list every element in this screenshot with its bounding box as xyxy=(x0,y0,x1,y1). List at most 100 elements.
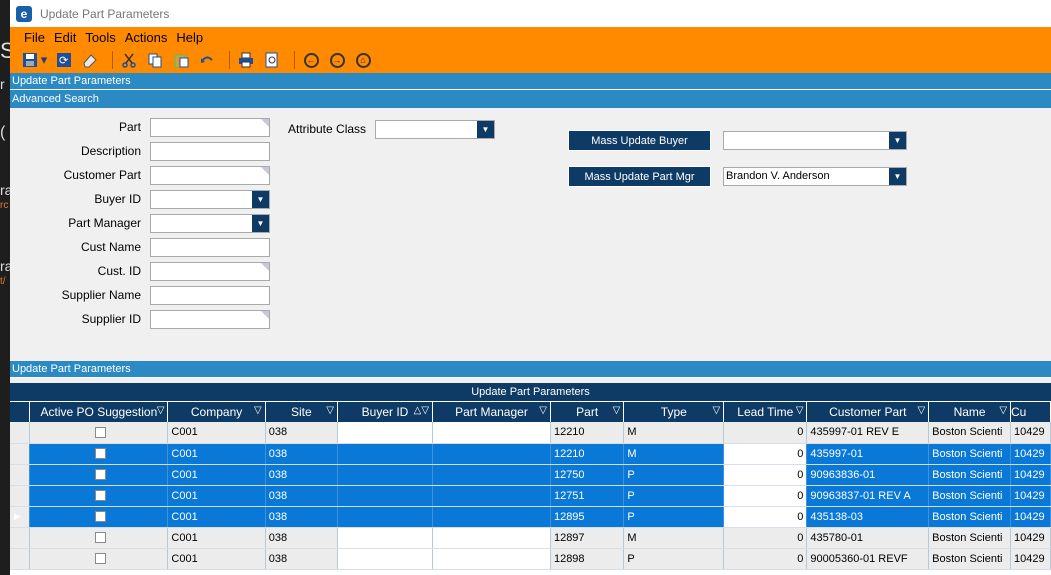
row-selector[interactable] xyxy=(10,443,31,465)
buyer-id-cell[interactable] xyxy=(337,422,434,444)
company-cell[interactable]: C001 xyxy=(167,443,266,465)
filter-icon[interactable]: ▽ xyxy=(156,405,165,416)
site-cell[interactable]: 038 xyxy=(265,464,338,486)
lead-time-cell[interactable]: 0 xyxy=(723,506,808,528)
part-manager-cell[interactable] xyxy=(432,443,551,465)
lead-time-cell[interactable]: 0 xyxy=(723,443,808,465)
sort-filter-icon[interactable]: △▽ xyxy=(413,405,430,416)
cu-cell[interactable]: 10429 xyxy=(1010,485,1051,507)
name-cell[interactable]: Boston Scienti xyxy=(928,464,1012,486)
col-type[interactable]: Type ▽ xyxy=(623,402,725,422)
table-row[interactable]: C001 038 12751 P 0 90963837-01 REV A Boston Sc… xyxy=(10,485,1051,507)
type-cell[interactable]: M xyxy=(623,527,725,549)
menu-edit[interactable]: Edit xyxy=(53,30,77,45)
refresh-icon[interactable]: ⟳ xyxy=(54,50,74,70)
company-cell[interactable]: C001 xyxy=(167,464,266,486)
active-po-checkbox-cell[interactable] xyxy=(29,506,169,528)
checkbox[interactable] xyxy=(95,426,107,438)
name-cell[interactable]: Boston Scienti xyxy=(928,527,1012,549)
cust-name-input[interactable] xyxy=(150,238,270,257)
name-cell[interactable]: Boston Scienti xyxy=(928,506,1012,528)
site-cell[interactable]: 038 xyxy=(265,485,338,507)
site-cell[interactable]: 038 xyxy=(265,548,338,570)
save-icon[interactable] xyxy=(20,50,40,70)
customer-part-cell[interactable]: 90963837-01 REV A xyxy=(806,485,930,507)
chevron-down-icon[interactable]: ▼ xyxy=(889,132,906,149)
mass-update-buyer-button[interactable]: Mass Update Buyer xyxy=(568,130,711,151)
chevron-down-icon[interactable]: ▼ xyxy=(477,121,494,138)
name-cell[interactable]: Boston Scienti xyxy=(928,443,1012,465)
row-selector[interactable] xyxy=(10,548,31,570)
table-row[interactable]: C001 038 12210 M 0 435997-01 Boston Scienti 104… xyxy=(10,443,1051,465)
table-row[interactable]: C001 038 12750 P 0 90963836-01 Boston Scienti 1… xyxy=(10,464,1051,486)
home-icon[interactable]: ⌂ xyxy=(353,50,373,70)
row-selector[interactable]: ▶ xyxy=(10,506,31,528)
customer-part-cell[interactable]: 435780-01 xyxy=(806,527,930,549)
cu-cell[interactable]: 10429 xyxy=(1010,506,1051,528)
chevron-down-icon[interactable]: ▼ xyxy=(889,168,906,185)
name-cell[interactable]: Boston Scienti xyxy=(928,422,1012,444)
type-cell[interactable]: P xyxy=(623,506,725,528)
part-manager-cell[interactable] xyxy=(432,506,551,528)
row-selector[interactable] xyxy=(10,527,31,549)
table-row[interactable]: C001 038 12210 M 0 435997-01 REV E Boston Scie… xyxy=(10,422,1051,444)
checkbox[interactable] xyxy=(95,490,107,502)
attribute-class-select[interactable]: ▼ xyxy=(375,120,495,139)
col-active-po[interactable]: Active PO Suggestion ▽ xyxy=(29,402,169,422)
col-part[interactable]: Part ▽ xyxy=(550,402,625,422)
menu-tools[interactable]: Tools xyxy=(85,30,116,45)
filter-icon[interactable]: ▽ xyxy=(917,405,926,416)
buyer-id-cell[interactable] xyxy=(337,548,434,570)
company-cell[interactable]: C001 xyxy=(167,485,266,507)
chevron-down-icon[interactable]: ▼ xyxy=(252,191,269,208)
type-cell[interactable]: M xyxy=(623,443,725,465)
undo-icon[interactable] xyxy=(197,50,217,70)
lead-time-cell[interactable]: 0 xyxy=(723,527,808,549)
cu-cell[interactable]: 10429 xyxy=(1010,422,1051,444)
active-po-checkbox-cell[interactable] xyxy=(29,527,169,549)
row-selector[interactable] xyxy=(10,464,31,486)
company-cell[interactable]: C001 xyxy=(167,548,266,570)
customer-part-cell[interactable]: 90963836-01 xyxy=(806,464,930,486)
customer-part-cell[interactable]: 435997-01 xyxy=(806,443,930,465)
description-input[interactable] xyxy=(150,142,270,161)
menu-help[interactable]: Help xyxy=(176,30,204,45)
filter-icon[interactable]: ▽ xyxy=(999,405,1008,416)
active-po-checkbox-cell[interactable] xyxy=(29,422,169,444)
part-cell[interactable]: 12751 xyxy=(550,485,625,507)
cu-cell[interactable]: 10429 xyxy=(1010,443,1051,465)
forward-icon[interactable]: → xyxy=(327,50,347,70)
col-customer-part[interactable]: Customer Part ▽ xyxy=(806,402,930,422)
type-cell[interactable]: M xyxy=(623,422,725,444)
part-cell[interactable]: 12898 xyxy=(550,548,625,570)
table-row[interactable]: C001 038 12898 P 0 90005360-01 REVF Boston Sci… xyxy=(10,548,1051,570)
part-manager-cell[interactable] xyxy=(432,527,551,549)
save-dropdown-icon[interactable]: ▾ xyxy=(40,52,48,67)
menu-file[interactable]: File xyxy=(24,30,45,45)
buyer-id-cell[interactable] xyxy=(337,506,434,528)
row-selector[interactable] xyxy=(10,422,31,444)
part-manager-select[interactable]: ▼ xyxy=(150,214,270,233)
lead-time-cell[interactable]: 0 xyxy=(723,485,808,507)
checkbox[interactable] xyxy=(95,469,107,481)
filter-icon[interactable]: ▽ xyxy=(612,405,621,416)
buyer-id-cell[interactable] xyxy=(337,527,434,549)
filter-icon[interactable]: ▽ xyxy=(539,405,547,416)
cu-cell[interactable]: 10429 xyxy=(1010,527,1051,549)
buyer-id-select[interactable]: ▼ xyxy=(150,190,270,209)
active-po-checkbox-cell[interactable] xyxy=(29,443,169,465)
part-cell[interactable]: 12210 xyxy=(550,443,625,465)
part-manager-cell[interactable] xyxy=(432,485,551,507)
lead-time-cell[interactable]: 0 xyxy=(723,548,808,570)
company-cell[interactable]: C001 xyxy=(167,422,266,444)
filter-icon[interactable]: ▽ xyxy=(254,405,262,416)
col-name[interactable]: Name ▽ xyxy=(928,402,1012,422)
menu-actions[interactable]: Actions xyxy=(124,30,168,45)
back-icon[interactable]: ← xyxy=(301,50,321,70)
company-cell[interactable]: C001 xyxy=(167,527,266,549)
customer-part-cell[interactable]: 435138-03 xyxy=(806,506,930,528)
buyer-id-cell[interactable] xyxy=(337,464,434,486)
customer-part-input[interactable] xyxy=(150,166,270,185)
cu-cell[interactable]: 10429 xyxy=(1010,464,1051,486)
row-selector[interactable] xyxy=(10,485,31,507)
